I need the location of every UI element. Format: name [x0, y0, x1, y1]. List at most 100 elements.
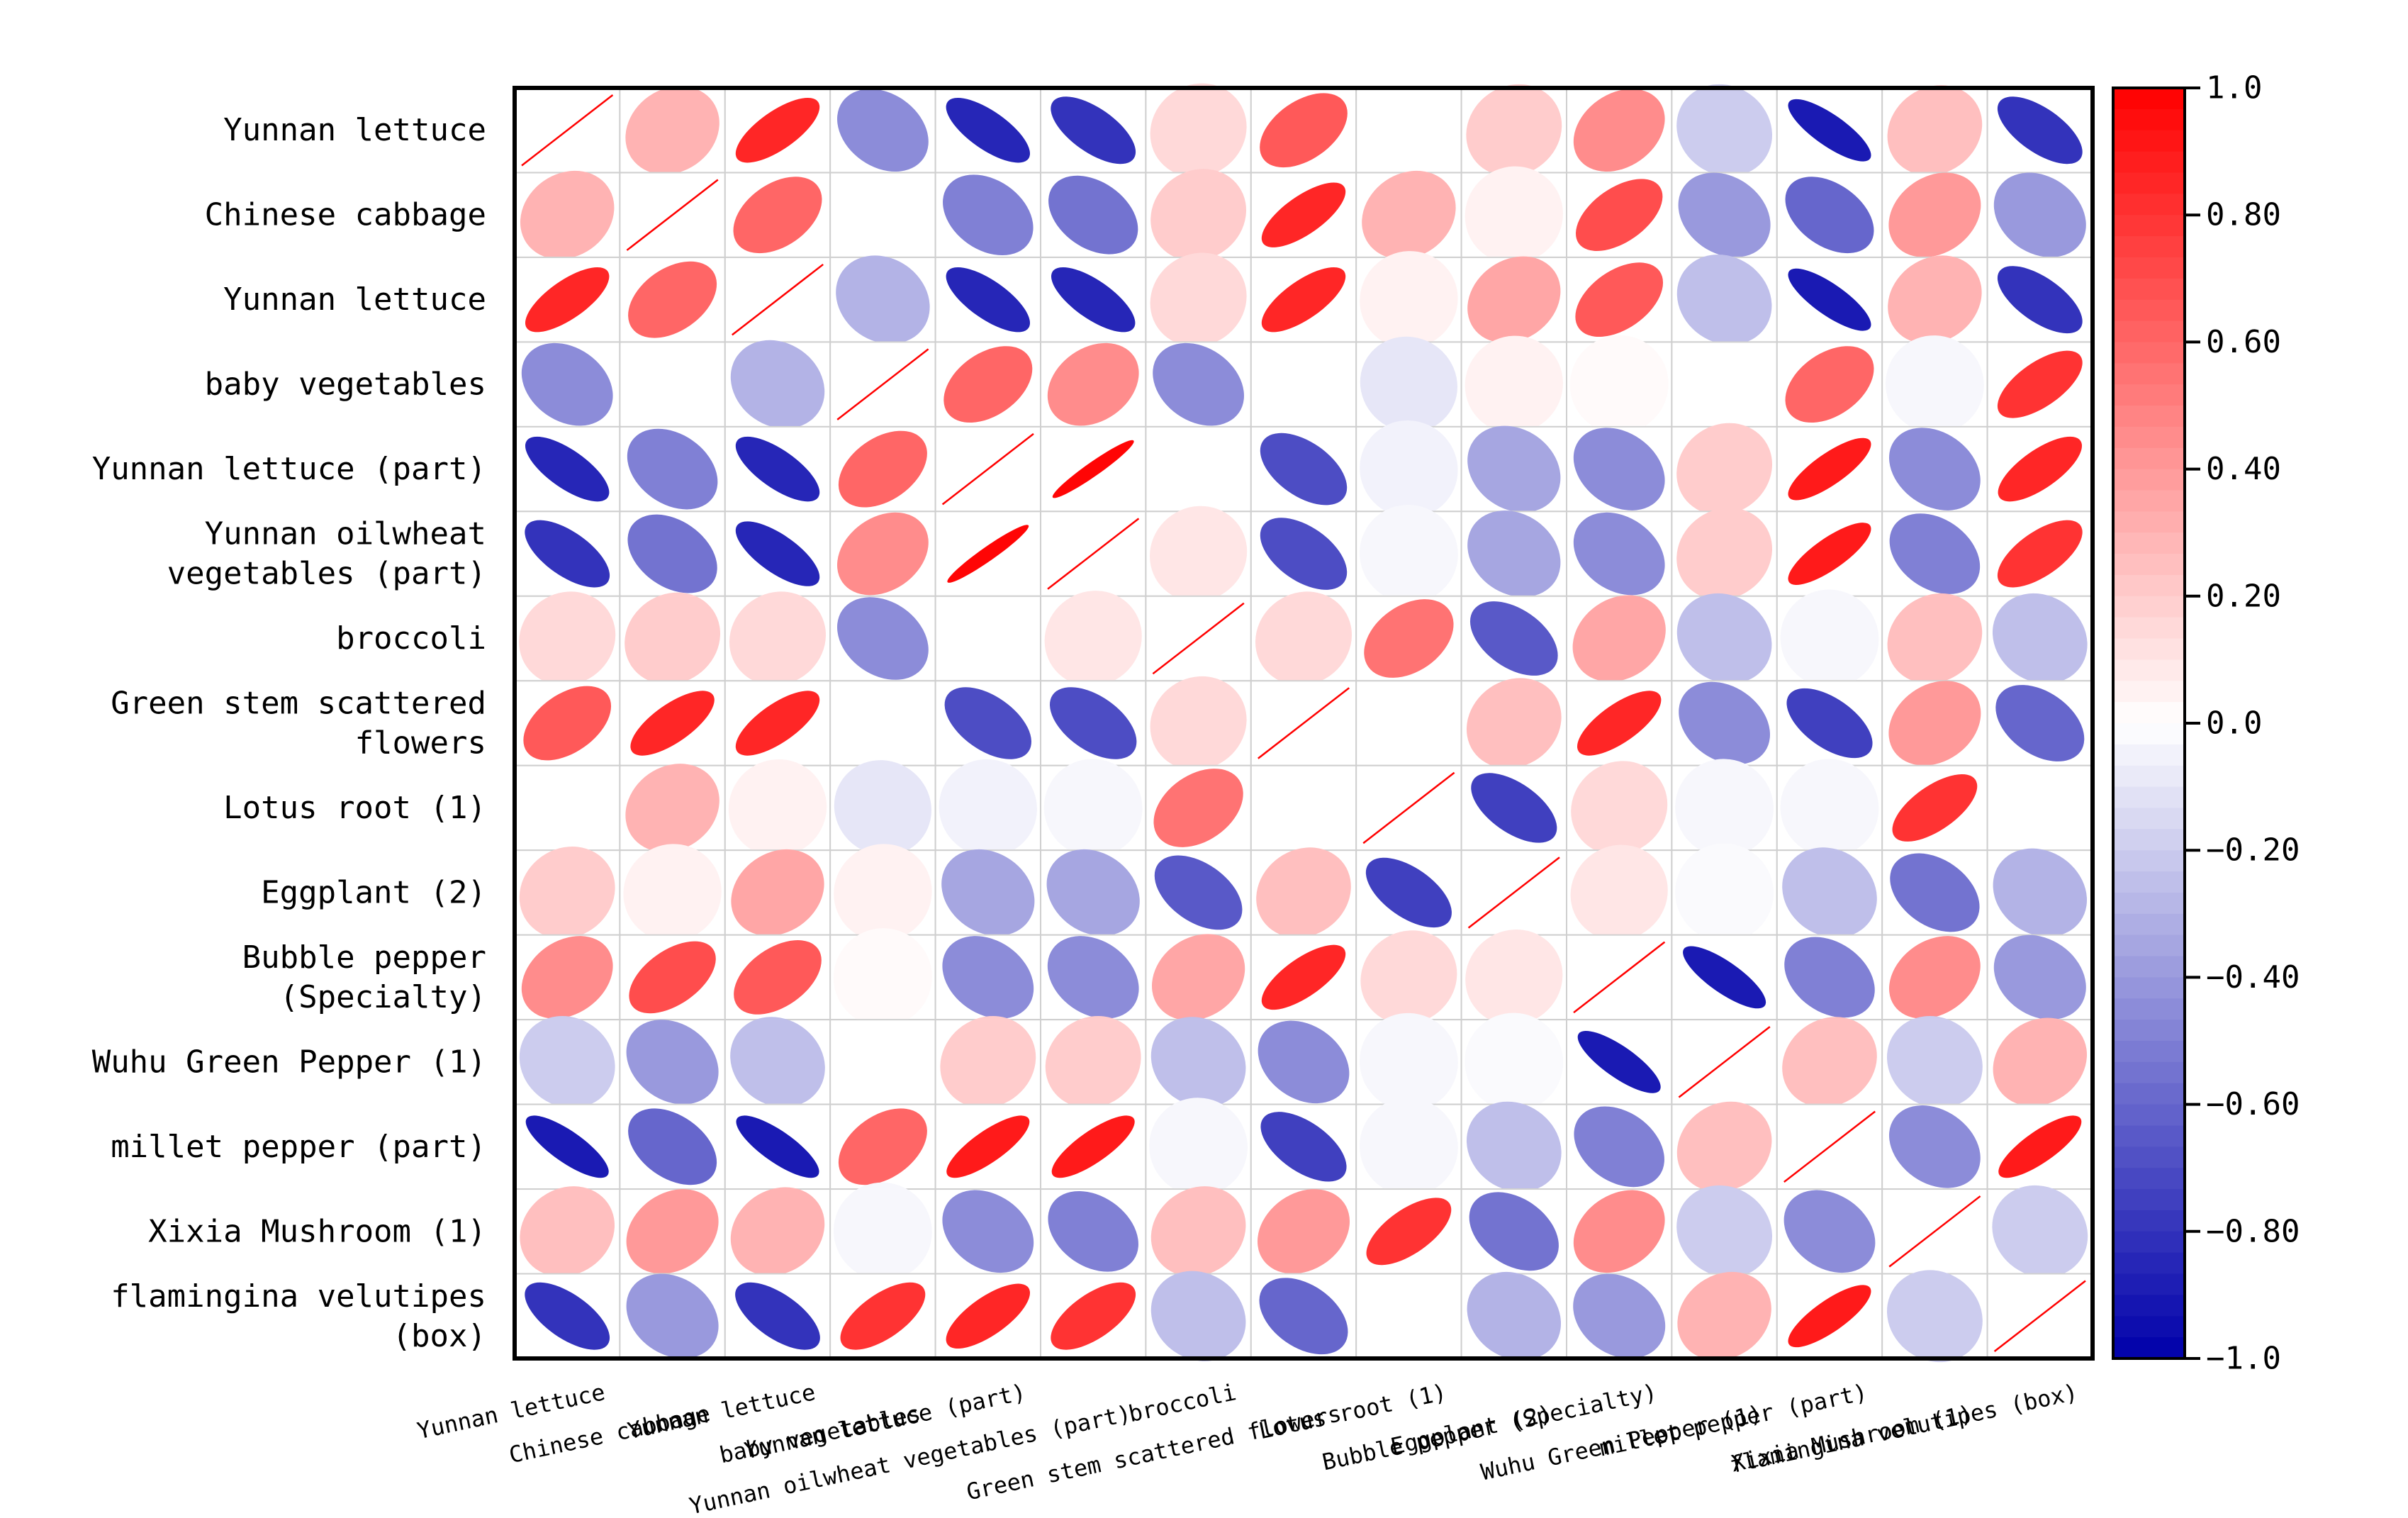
correlation-ellipse	[1676, 423, 1773, 515]
colorbar-band	[2113, 1189, 2185, 1211]
heatmap-cell	[829, 680, 936, 766]
row-label: baby vegetables	[205, 367, 486, 403]
row-label: Yunnan lettuce	[223, 281, 486, 318]
correlation-ellipse	[946, 267, 1030, 333]
correlation-ellipse	[1573, 1273, 1666, 1358]
correlation-ellipse	[944, 687, 1031, 759]
correlation-ellipse	[1150, 1186, 1246, 1277]
correlation-ellipse	[1788, 1285, 1871, 1348]
heatmap-cell	[1250, 341, 1357, 428]
colorbar-band	[2113, 342, 2185, 364]
correlation-ellipse	[1366, 1198, 1452, 1266]
correlation-ellipse	[1678, 172, 1771, 257]
correlation-ellipse	[947, 525, 1029, 583]
correlation-ellipse	[837, 89, 929, 172]
row-label: (box)	[393, 1318, 486, 1354]
correlation-ellipse	[834, 760, 931, 856]
row-label: Yunnan oilwheat	[205, 516, 486, 552]
correlation-ellipse	[1362, 170, 1456, 259]
correlation-ellipse	[946, 1283, 1030, 1349]
correlation-ellipse	[1570, 844, 1668, 941]
correlation-ellipse	[1676, 508, 1773, 600]
row-label: Lotus root (1)	[223, 790, 486, 826]
correlation-ellipse	[1888, 681, 1981, 766]
correlation-ellipse	[837, 597, 929, 680]
colorbar-tick-label: 0.60	[2206, 324, 2281, 360]
diagonal-line	[941, 432, 1034, 506]
correlation-ellipse	[1887, 85, 1983, 176]
colorbar-band	[2113, 299, 2185, 322]
correlation-ellipse	[1886, 1270, 1983, 1363]
correlation-ellipse	[1150, 83, 1247, 177]
correlation-ellipse	[1466, 1101, 1562, 1192]
column-label: flamingina velutipes (box)	[1727, 1378, 2081, 1478]
correlation-ellipse	[626, 1273, 719, 1358]
colorbar-band	[2113, 108, 2185, 131]
row-label: Green stem scattered	[111, 686, 486, 722]
correlation-ellipse	[1260, 1112, 1347, 1182]
correlation-ellipse	[733, 177, 822, 254]
heatmap-cell	[1671, 341, 1778, 428]
colorbar-band	[2113, 532, 2185, 555]
correlation-ellipse	[942, 936, 1034, 1019]
heatmap-cell	[829, 172, 936, 258]
correlation-ellipse	[1360, 420, 1458, 518]
correlation-ellipse	[1153, 342, 1244, 426]
colorbar-band	[2113, 1125, 2185, 1148]
correlation-ellipse	[1149, 1098, 1248, 1196]
correlation-ellipse	[1261, 944, 1346, 1010]
correlation-ellipse	[1888, 172, 1981, 257]
correlation-ellipse	[627, 428, 718, 510]
colorbar-band	[2113, 744, 2185, 766]
correlation-ellipse	[1150, 1271, 1246, 1361]
correlation-ellipse	[1993, 848, 2088, 937]
plot-frame	[513, 86, 2095, 1361]
correlation-ellipse	[1465, 930, 1563, 1025]
correlation-ellipse	[1467, 510, 1561, 598]
colorbar-tick-label: 1.0	[2206, 70, 2262, 106]
heatmap-cell	[1986, 764, 2094, 852]
colorbar-band	[2113, 151, 2185, 174]
correlation-ellipse	[1993, 934, 2086, 1020]
correlation-ellipse	[837, 512, 929, 596]
correlation-ellipse	[1887, 593, 1983, 684]
row-label: Chinese cabbage	[205, 197, 486, 233]
correlation-ellipse	[1785, 346, 1874, 423]
correlation-ellipse	[1260, 518, 1348, 590]
correlation-ellipse	[1359, 505, 1458, 603]
diagonal-line	[732, 263, 824, 336]
correlation-ellipse	[625, 592, 721, 685]
diagonal-line	[1362, 771, 1455, 844]
row-label: Eggplant (2)	[261, 874, 486, 910]
colorbar-tick-label: 0.40	[2206, 451, 2281, 487]
correlation-ellipse	[626, 1020, 719, 1105]
correlation-ellipse	[834, 844, 932, 942]
colorbar-band	[2113, 956, 2185, 978]
correlation-ellipse	[1993, 1017, 2088, 1107]
correlation-ellipse	[1466, 84, 1562, 177]
colorbar-band	[2113, 765, 2185, 788]
colorbar-band	[2113, 892, 2185, 915]
correlation-ellipse	[1572, 595, 1666, 682]
correlation-ellipse	[1786, 688, 1873, 759]
diagonal-line	[1573, 941, 1666, 1014]
correlation-ellipse	[1359, 1098, 1458, 1196]
colorbar-band	[2113, 659, 2185, 682]
correlation-ellipse	[1780, 589, 1879, 688]
correlation-ellipse	[521, 936, 613, 1019]
correlation-ellipse	[521, 342, 613, 426]
correlation-ellipse	[1783, 1190, 1876, 1273]
diagonal-line	[1258, 687, 1350, 759]
correlation-ellipse	[1043, 759, 1143, 857]
correlation-ellipse	[1153, 769, 1243, 847]
diagonal-line	[1152, 602, 1245, 675]
correlation-ellipse	[1364, 599, 1454, 678]
correlation-ellipse	[1676, 593, 1772, 684]
colorbar-band	[2113, 1020, 2185, 1042]
colorbar-band	[2113, 702, 2185, 724]
correlation-ellipse	[1467, 425, 1561, 513]
correlation-ellipse	[730, 1187, 825, 1276]
correlation-ellipse	[1997, 520, 2083, 588]
correlation-ellipse	[1261, 267, 1346, 333]
correlation-ellipse	[1675, 759, 1774, 857]
